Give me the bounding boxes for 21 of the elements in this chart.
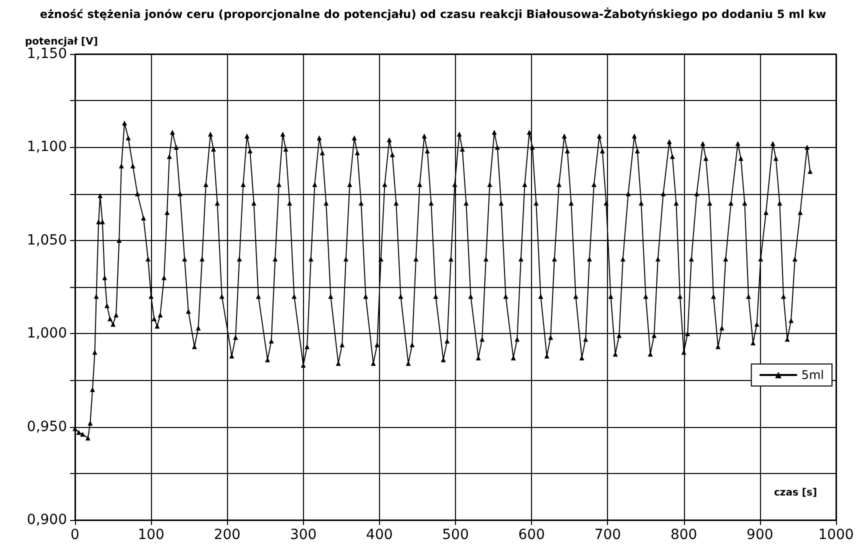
x-tick-label: 300 [290,527,317,543]
x-tick-label: 100 [138,527,164,543]
x-tick-label: 0 [70,527,80,543]
y-tick-label: 1,150 [26,46,67,62]
y-tick-label: 1,100 [26,139,67,156]
x-tick-label: 600 [518,527,545,543]
x-tick-label: 800 [670,527,698,543]
x-axis-title: czas [s] [774,488,818,498]
y-tick-label: 0,900 [26,512,67,528]
x-tick-label: 700 [594,527,622,543]
x-tick-label: 500 [442,527,469,543]
y-tick-label: 0,950 [26,418,67,435]
x-tick-label: 900 [746,527,774,543]
x-tick-label: 1000 [818,527,854,543]
x-tick-label: 400 [366,527,393,543]
y-tick-label: 1,000 [26,326,67,342]
y-axis-title: potencjał [V] [25,36,98,48]
legend-label: 5ml [801,368,824,382]
y-tick-label: 1,050 [26,232,67,248]
chart-title: eżność stężenia jonów ceru (proporcjonalne do potencjału) od czasu reakcji Białousowa-Żabotyńskiego po dodaniu 5 ml kw [40,7,827,21]
x-tick-label: 200 [214,527,241,543]
